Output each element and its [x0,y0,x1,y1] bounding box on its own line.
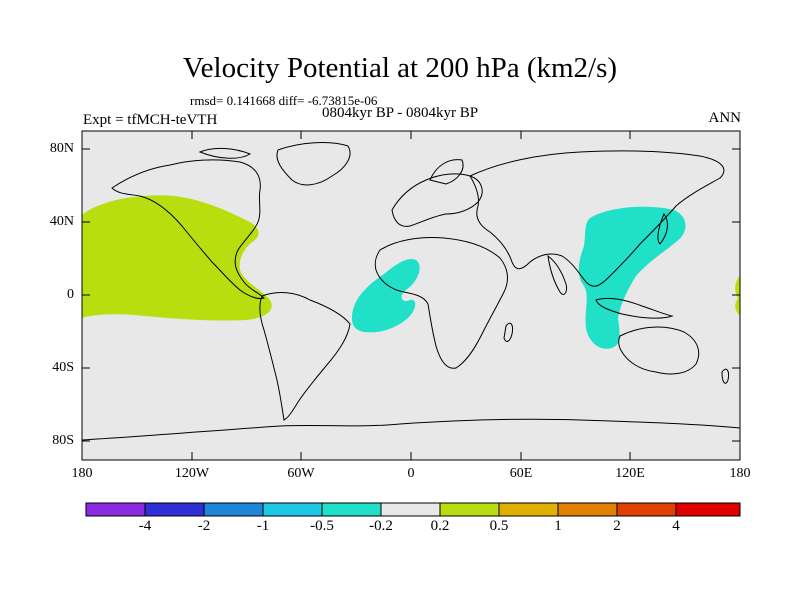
season-label: ANN [708,110,742,126]
coast-madagascar [503,322,513,342]
coast-japan [657,213,668,245]
lat-label-80s: 80S [52,433,74,448]
experiment-label: Expt = tfMCH-teVTH [83,112,218,128]
colorbar-label: 4 [672,518,680,534]
coast-indonesia [595,297,674,319]
coast-north-america [111,159,265,299]
colorbar-box-4 [262,502,323,517]
lat-label-40n: 40N [49,214,74,229]
colorbar-box-8 [498,502,559,517]
lat-label-0: 0 [67,287,74,302]
coast-south-america [259,292,351,421]
lon-label-180w: 180 [71,466,93,481]
lon-label-0: 0 [407,466,415,481]
colorbar-label: -2 [197,518,211,534]
colorbar-label: 1 [554,518,562,534]
lon-label-60w: 60W [287,466,315,481]
colorbar-label: 2 [613,518,621,534]
colorbar-label: -0.5 [310,518,334,534]
colorbar-label: -4 [138,518,152,534]
colorbar-label: 0.2 [430,518,450,534]
colorbar-box-11 [675,502,741,517]
coastlines [81,142,741,441]
colorbar [85,502,741,517]
coast-africa [374,237,508,369]
y-ticks [82,148,740,442]
colorbar-box-7 [439,502,500,517]
coast-scandinavia [429,159,464,185]
colorbar-box-5 [321,502,382,517]
colorbar-box-1 [85,502,146,517]
colorbar-box-10 [616,502,677,517]
stats-text: rmsd= 0.141668 diff= -6.73815e-06 [190,93,378,108]
colorbar-box-9 [557,502,618,517]
colorbar-box-3 [203,502,264,517]
positive-region-pacific [82,195,272,321]
colorbar-box-6 [380,502,441,517]
coast-new-zealand [721,368,729,384]
colorbar-label: -0.2 [369,518,393,534]
plot-title: Velocity Potential at 200 hPa (km2/s) [182,52,618,84]
lon-label-120e: 120E [615,466,645,481]
coast-india [547,254,567,295]
colorbar-label: -1 [256,518,270,534]
coast-australia [618,326,700,375]
colorbar-label: 0.5 [489,518,509,534]
colorbar-box-2 [144,502,205,517]
period-label: 0804kyr BP - 0804kyr BP [322,105,479,121]
positive-region-east-edge [735,276,740,316]
lat-label-40s: 40S [52,360,74,375]
lon-label-120w: 120W [174,466,210,481]
lon-label-180e: 180 [729,466,751,481]
coast-asia [469,150,725,287]
x-ticks [191,131,631,460]
coast-antarctica [81,418,741,441]
negative-region-atlantic [352,258,420,333]
coast-arctic-islands [198,147,252,159]
lon-label-60e: 60E [509,466,533,481]
coast-greenland [276,142,351,186]
lat-label-80n: 80N [49,141,74,156]
